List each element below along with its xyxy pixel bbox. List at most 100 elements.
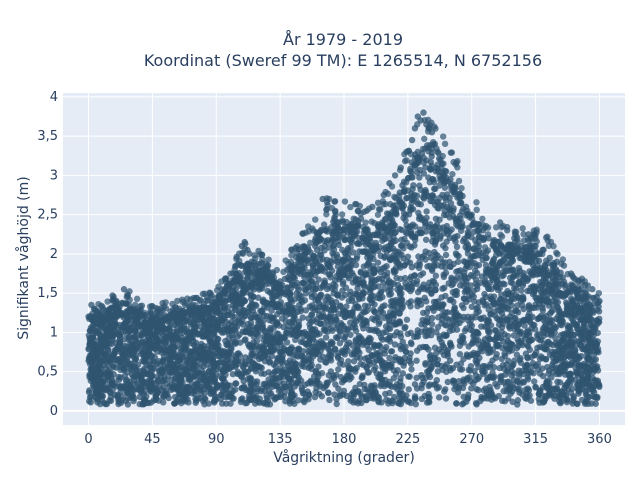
data-point [405,373,412,380]
data-point [258,285,266,292]
data-point [281,290,289,298]
data-point [505,339,513,346]
data-point [464,352,471,360]
data-point [423,309,431,316]
data-point [318,313,325,321]
data-point [283,301,291,309]
data-point [401,274,409,282]
data-point [471,298,478,305]
data-point [94,399,101,406]
data-point [205,400,212,407]
data-point [290,351,297,359]
data-point [561,310,568,318]
data-point [505,290,513,297]
data-point [556,398,563,405]
data-point [438,320,445,327]
data-point [579,330,587,338]
data-point [404,253,412,260]
data-point [517,287,525,294]
data-point [407,303,414,310]
data-point [357,390,364,398]
data-point [451,313,458,321]
data-point [292,336,299,344]
data-point [342,284,350,291]
data-point [392,353,399,361]
data-point [439,242,447,249]
data-point [499,344,506,352]
data-point [535,257,543,265]
data-point [539,290,546,297]
data-point [544,339,551,346]
data-point [396,342,404,350]
data-point [147,345,155,352]
data-point [120,366,128,374]
data-point [315,363,322,370]
data-point [416,174,423,181]
data-point [347,243,354,251]
data-point [483,254,490,262]
data-point [413,198,420,205]
data-point [387,348,395,355]
data-point [242,328,250,336]
data-point [386,389,393,397]
data-point [310,343,317,350]
data-point [333,273,340,280]
data-point [89,355,96,363]
data-point [406,243,413,250]
data-point [152,392,160,399]
data-point [318,369,326,377]
data-point [399,205,406,212]
data-point [526,346,534,354]
data-point [478,395,486,402]
data-point [231,359,238,366]
data-point [435,384,443,391]
data-point [178,334,185,341]
data-point [495,321,503,328]
data-point [345,275,353,282]
data-point [398,295,405,303]
data-point [440,331,447,338]
data-point [183,317,190,324]
data-point [463,398,470,405]
data-point [315,300,323,307]
data-point [115,356,122,363]
data-point [549,307,556,314]
data-point [483,341,490,348]
data-point [391,311,398,319]
data-point [221,303,229,311]
data-point [123,313,131,321]
data-point [407,339,415,346]
data-point [389,399,396,407]
data-point [391,332,398,339]
data-point [407,298,415,305]
data-point [422,236,430,243]
data-point [121,372,129,379]
data-point [464,232,472,239]
data-point [578,352,585,360]
data-point [357,269,365,276]
data-point [293,279,301,287]
data-point [557,321,564,328]
data-point [356,354,364,362]
data-point [224,393,232,401]
data-point [432,286,439,294]
data-point [425,223,433,231]
data-point [485,285,492,292]
data-point [442,395,450,402]
data-point [430,381,438,388]
data-point [331,313,338,321]
data-point [269,291,276,299]
data-point [489,357,496,364]
data-point [413,374,420,382]
data-point [261,327,268,335]
data-point [184,389,192,397]
data-point [410,279,417,287]
data-point [422,359,429,367]
data-point [134,380,141,387]
data-point [590,331,597,339]
data-point [400,362,407,369]
data-point [566,370,574,378]
data-point [342,331,349,338]
data-point [424,263,431,270]
data-point [319,353,327,360]
